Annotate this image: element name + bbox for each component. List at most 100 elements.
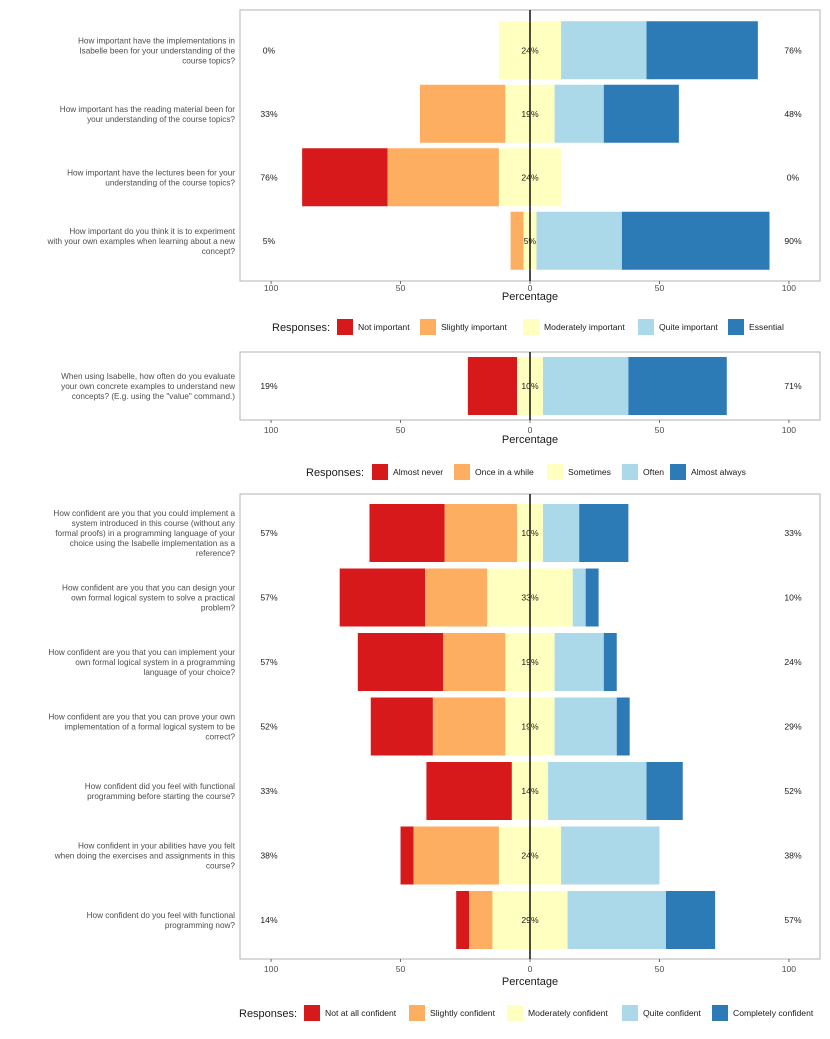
question-text-line: reference? — [196, 549, 236, 558]
bar-segment-completely-confident — [665, 891, 716, 949]
x-tick-label: 100 — [264, 283, 279, 293]
left-percent-label: 14% — [260, 915, 278, 925]
bar-segment-essential — [621, 211, 770, 270]
center-percent-label: 5% — [524, 236, 537, 246]
legend-swatch — [712, 1005, 728, 1021]
center-percent-label: 24% — [521, 851, 539, 861]
bar-segment-quite-confident — [572, 568, 586, 627]
legend-swatch — [304, 1005, 320, 1021]
right-percent-label: 0% — [787, 172, 800, 182]
right-percent-label: 33% — [784, 528, 802, 538]
x-tick-label: 100 — [264, 964, 279, 974]
legend-title: Responses: — [306, 467, 364, 479]
center-percent-label: 19% — [521, 657, 539, 667]
legend-title: Responses: — [272, 322, 330, 334]
bar-segment-slightly-important — [387, 148, 499, 207]
legend-entry-label: Not at all confident — [325, 1008, 397, 1018]
center-percent-label: 33% — [521, 593, 539, 603]
bar-segment-completely-confident — [585, 568, 599, 627]
center-percent-label: 10% — [521, 381, 539, 391]
question-text-line: when doing the exercises and assignments… — [54, 852, 235, 861]
right-percent-label: 10% — [784, 593, 802, 603]
x-axis-title: Percentage — [502, 976, 558, 988]
legend-entry-label: Almost never — [393, 467, 443, 477]
legend-entry-label: Almost always — [691, 467, 746, 477]
bar-segment-slightly-confident — [443, 633, 506, 691]
question-text-line: How confident are you that you could imp… — [53, 509, 235, 518]
legend: Responses: Almost never Once in a while Som… — [306, 464, 746, 480]
question-text-line: your understanding of the course topics? — [87, 115, 235, 124]
legend-entry-label: Quite important — [659, 322, 718, 332]
likert-item-1: 57% 10% 33% How confident are you that you … — [53, 504, 802, 562]
x-tick-label: 50 — [396, 425, 406, 435]
bar-segment-quite-confident — [567, 891, 666, 949]
legend-entry-label: Moderately important — [544, 322, 625, 332]
bar-segment-quite-confident — [561, 826, 660, 885]
question-text-line: language of your choice? — [144, 668, 236, 677]
x-tick-label: 50 — [655, 425, 665, 435]
likert-item-7: 14% 29% 57% How confident do you feel with … — [87, 891, 802, 949]
legend-swatch — [523, 319, 539, 335]
question-text-line: formal proofs) in a programming language… — [55, 529, 235, 538]
bar-segment-not-at-all-confident — [456, 891, 470, 949]
center-percent-label: 29% — [521, 915, 539, 925]
right-percent-label: 57% — [784, 915, 802, 925]
legend-entry-label: Not important — [358, 322, 410, 332]
legend-swatch — [728, 319, 744, 335]
x-axis-title: Percentage — [502, 291, 558, 303]
bar-segment-almost-never — [467, 357, 518, 415]
legend-entry-label: Slightly confident — [430, 1008, 496, 1018]
bar-segment-quite-important — [536, 211, 622, 270]
legend: Responses: Not important Slightly importan… — [272, 319, 784, 335]
left-percent-label: 0% — [263, 45, 276, 55]
right-percent-label: 90% — [784, 236, 802, 246]
question-text-line: How confident are you that you can imple… — [48, 648, 235, 657]
right-percent-label: 48% — [784, 109, 802, 119]
bar-segment-quite-confident — [554, 633, 604, 691]
likert-item-1: 19% 10% 71% When using Isabelle, how often … — [61, 357, 802, 415]
center-percent-label: 14% — [521, 786, 539, 796]
x-tick-label: 100 — [782, 425, 797, 435]
likert-chart-panel-1: 0% 24% 76% How important have the implement… — [46, 9, 821, 335]
legend-entry-label: Sometimes — [568, 467, 611, 477]
question-text-line: own formal logical system to solve a pra… — [71, 594, 235, 603]
x-tick-label: 0 — [528, 283, 533, 293]
legend-entry-label: Once in a while — [475, 467, 534, 477]
legend-swatch — [638, 319, 654, 335]
bar-segment-not-at-all-confident — [400, 826, 414, 885]
likert-item-3: 76% 24% 0% How important have the lectures … — [67, 148, 800, 207]
question-text-line: concepts? (E.g. using the "value" comman… — [72, 392, 236, 401]
legend-swatch — [507, 1005, 523, 1021]
legend-entry-label: Quite confident — [643, 1008, 701, 1018]
bar-segment-not-at-all-confident — [339, 568, 426, 627]
bar-segment-slightly-confident — [469, 891, 493, 949]
question-text-line: own formal logical system in a programmi… — [75, 658, 235, 667]
legend-entry-label: Often — [643, 467, 664, 477]
right-percent-label: 38% — [784, 851, 802, 861]
bar-segment-often — [542, 357, 629, 415]
legend-swatch — [622, 1005, 638, 1021]
legend-swatch — [420, 319, 436, 335]
question-text-line: How important have the lectures been for… — [67, 168, 235, 177]
likert-item-5: 33% 14% 52% How confident did you feel with… — [85, 762, 802, 820]
question-text-line: system introduced in this course (withou… — [72, 519, 236, 528]
question-text-line: understanding of the course topics? — [105, 178, 235, 187]
center-percent-label: 10% — [521, 528, 539, 538]
likert-chart-panel-3: 57% 10% 33% How confident are you that you … — [48, 493, 821, 1021]
x-axis-title: Percentage — [502, 434, 558, 446]
legend: Responses: Not at all confident Slightly c… — [239, 1005, 814, 1021]
likert-item-4: 5% 5% 90% How important do you think it is … — [46, 211, 802, 270]
bar-segment-slightly-confident — [425, 568, 488, 627]
bar-segment-quite-confident — [548, 762, 647, 820]
bar-segment-not-at-all-confident — [369, 504, 445, 562]
bar-segment-essential — [646, 21, 758, 80]
x-tick-label: 0 — [528, 964, 533, 974]
question-text-line: course topics? — [182, 56, 235, 65]
left-percent-label: 19% — [260, 381, 278, 391]
x-tick-label: 50 — [655, 964, 665, 974]
x-tick-label: 100 — [782, 964, 797, 974]
x-tick-label: 100 — [782, 283, 797, 293]
left-percent-label: 57% — [260, 593, 278, 603]
center-percent-label: 19% — [521, 109, 539, 119]
question-text-line: your own concrete examples to understand… — [61, 382, 235, 391]
